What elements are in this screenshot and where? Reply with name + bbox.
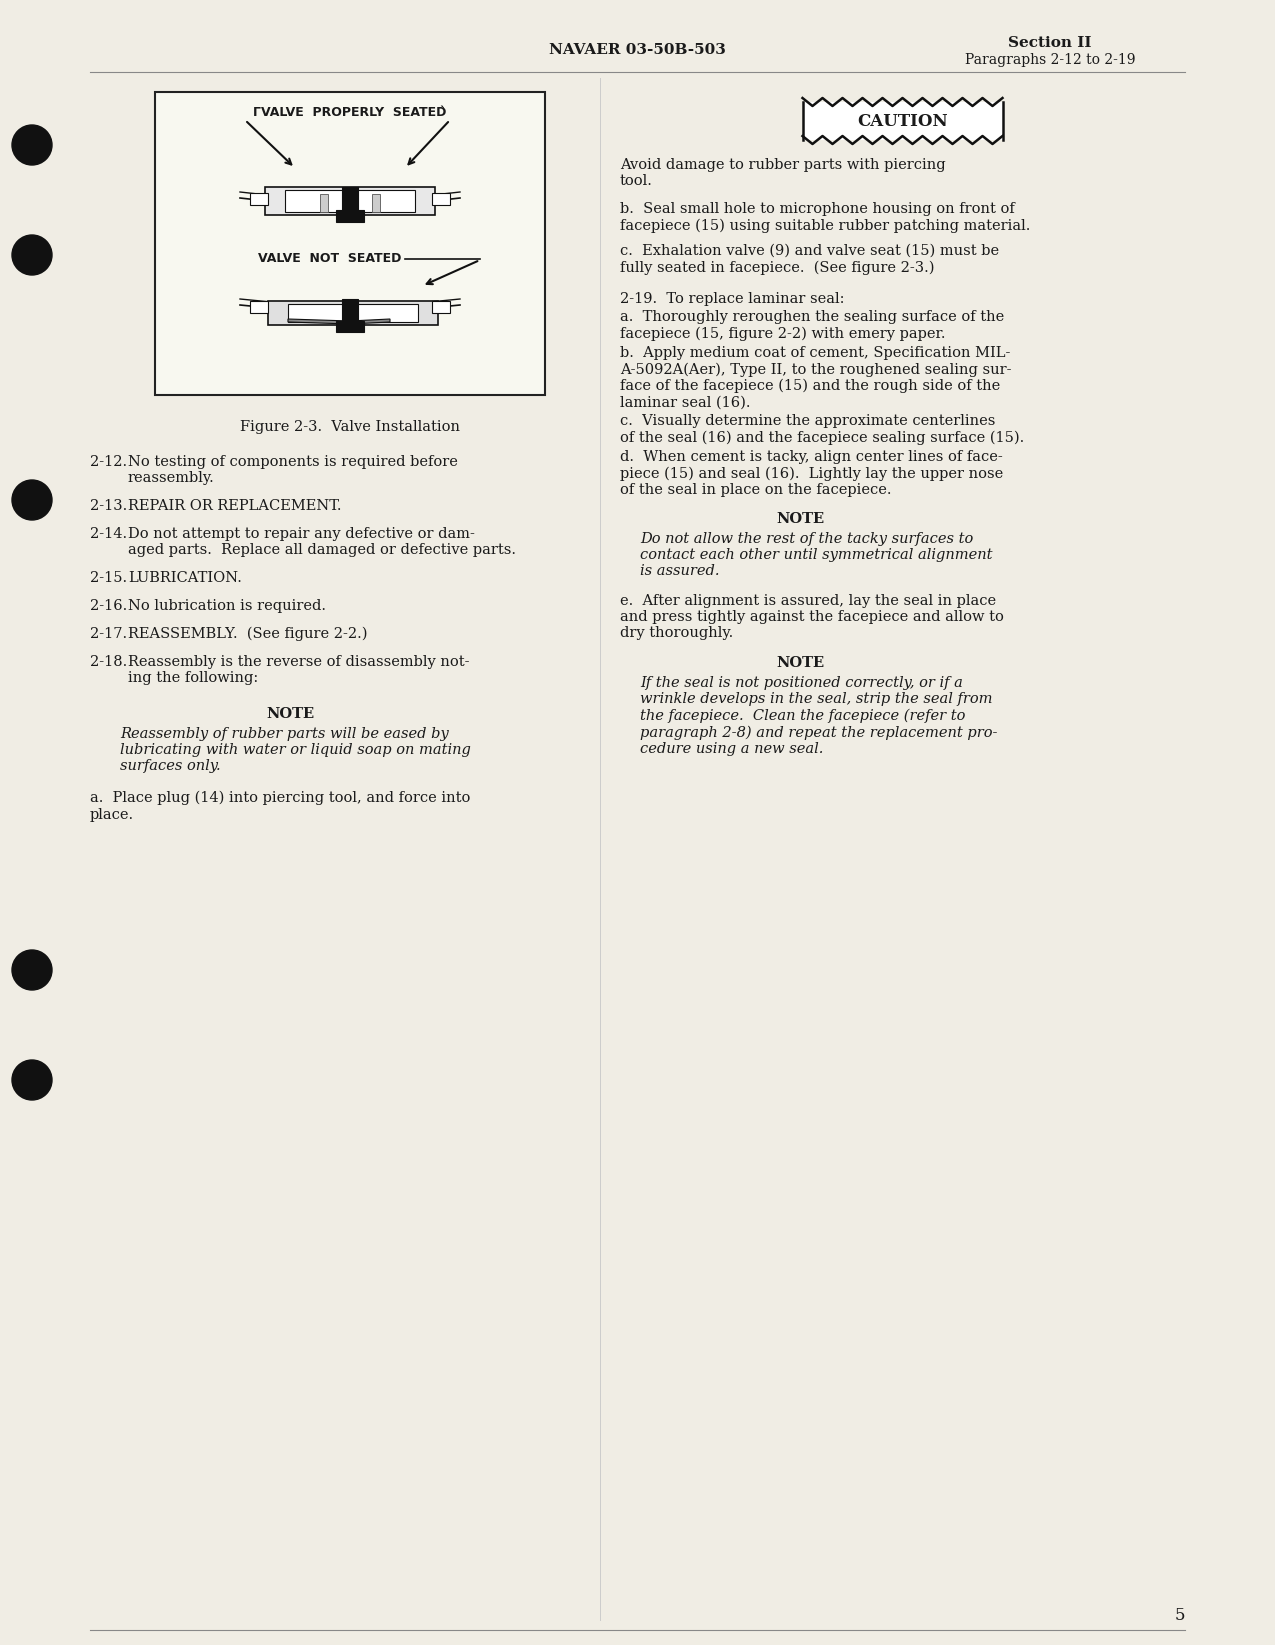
Bar xyxy=(265,188,435,215)
Text: CAUTION: CAUTION xyxy=(857,112,947,130)
Text: 2-16.: 2-16. xyxy=(91,599,128,614)
Bar xyxy=(156,92,544,395)
Text: Reassembly is the reverse of disassembly not-
ing the following:: Reassembly is the reverse of disassembly… xyxy=(128,655,469,686)
Circle shape xyxy=(11,951,52,990)
Text: b.  Apply medium coat of cement, Specification MIL-
A-5092A(Aer), Type II, to th: b. Apply medium coat of cement, Specific… xyxy=(620,345,1011,410)
Bar xyxy=(268,301,439,326)
Bar xyxy=(250,301,268,313)
Text: No testing of components is required before
reassembly.: No testing of components is required bef… xyxy=(128,456,458,485)
Circle shape xyxy=(11,125,52,164)
Text: Section II: Section II xyxy=(1009,36,1091,49)
Text: c.  Visually determine the approximate centerlines
of the seal (16) and the face: c. Visually determine the approximate ce… xyxy=(620,415,1024,444)
Text: 2-18.: 2-18. xyxy=(91,655,128,670)
Text: a.  Place plug (14) into piercing tool, and force into
place.: a. Place plug (14) into piercing tool, a… xyxy=(91,791,470,821)
Text: 2-15.: 2-15. xyxy=(91,571,128,586)
Text: Paragraphs 2-12 to 2-19: Paragraphs 2-12 to 2-19 xyxy=(965,53,1135,67)
Circle shape xyxy=(11,480,52,520)
Text: 2-12.: 2-12. xyxy=(91,456,128,469)
Circle shape xyxy=(11,235,52,275)
Text: NOTE: NOTE xyxy=(776,512,824,526)
Circle shape xyxy=(11,1059,52,1101)
Text: Avoid damage to rubber parts with piercing
tool.: Avoid damage to rubber parts with pierci… xyxy=(620,158,946,188)
Text: No lubrication is required.: No lubrication is required. xyxy=(128,599,326,614)
Text: NOTE: NOTE xyxy=(266,707,314,721)
Text: NOTE: NOTE xyxy=(776,656,824,670)
Text: 2-19.  To replace laminar seal:: 2-19. To replace laminar seal: xyxy=(620,293,844,306)
Polygon shape xyxy=(288,319,390,324)
Text: 2-13.: 2-13. xyxy=(91,498,128,513)
Text: 2-17.: 2-17. xyxy=(91,627,128,642)
Text: Figure 2-3.  Valve Installation: Figure 2-3. Valve Installation xyxy=(240,419,460,434)
Text: If the seal is not positioned correctly, or if a
wrinkle develops in the seal, s: If the seal is not positioned correctly,… xyxy=(640,676,997,755)
Text: b.  Seal small hole to microphone housing on front of
facepiece (15) using suita: b. Seal small hole to microphone housing… xyxy=(620,202,1030,232)
Bar xyxy=(802,102,1002,140)
Bar xyxy=(337,321,363,332)
Bar xyxy=(320,194,328,212)
Bar xyxy=(250,192,268,206)
Text: ΓVALVE  PROPERLY  SEATED̀: ΓVALVE PROPERLY SEATED̀ xyxy=(254,105,446,118)
Bar xyxy=(342,188,358,220)
Bar xyxy=(342,299,358,331)
Text: VALVE  NOT  SEATED: VALVE NOT SEATED xyxy=(259,252,402,265)
Text: e.  After alignment is assured, lay the seal in place
and press tightly against : e. After alignment is assured, lay the s… xyxy=(620,594,1003,640)
Bar xyxy=(337,211,363,222)
Text: Do not allow the rest of the tacky surfaces to
contact each other until symmetri: Do not allow the rest of the tacky surfa… xyxy=(640,531,992,579)
Text: REPAIR OR REPLACEMENT.: REPAIR OR REPLACEMENT. xyxy=(128,498,342,513)
Text: Reassembly of rubber parts will be eased by
lubricating with water or liquid soa: Reassembly of rubber parts will be eased… xyxy=(120,727,470,773)
Text: d.  When cement is tacky, align center lines of face-
piece (15) and seal (16). : d. When cement is tacky, align center li… xyxy=(620,451,1003,497)
Bar xyxy=(288,304,418,322)
Bar xyxy=(432,192,450,206)
Text: 2-14.: 2-14. xyxy=(91,526,128,541)
Text: c.  Exhalation valve (9) and valve seat (15) must be
fully seated in facepiece. : c. Exhalation valve (9) and valve seat (… xyxy=(620,243,1000,275)
Text: a.  Thoroughly reroughen the sealing surface of the
facepiece (15, figure 2-2) w: a. Thoroughly reroughen the sealing surf… xyxy=(620,309,1005,341)
Bar xyxy=(372,194,380,212)
Text: NAVAER 03-50B-503: NAVAER 03-50B-503 xyxy=(548,43,725,58)
Text: REASSEMBLY.  (See figure 2-2.): REASSEMBLY. (See figure 2-2.) xyxy=(128,627,367,642)
Bar xyxy=(286,191,414,212)
Text: 5: 5 xyxy=(1174,1607,1184,1624)
Bar xyxy=(432,301,450,313)
Text: LUBRICATION.: LUBRICATION. xyxy=(128,571,242,586)
Text: Do not attempt to repair any defective or dam-
aged parts.  Replace all damaged : Do not attempt to repair any defective o… xyxy=(128,526,516,558)
